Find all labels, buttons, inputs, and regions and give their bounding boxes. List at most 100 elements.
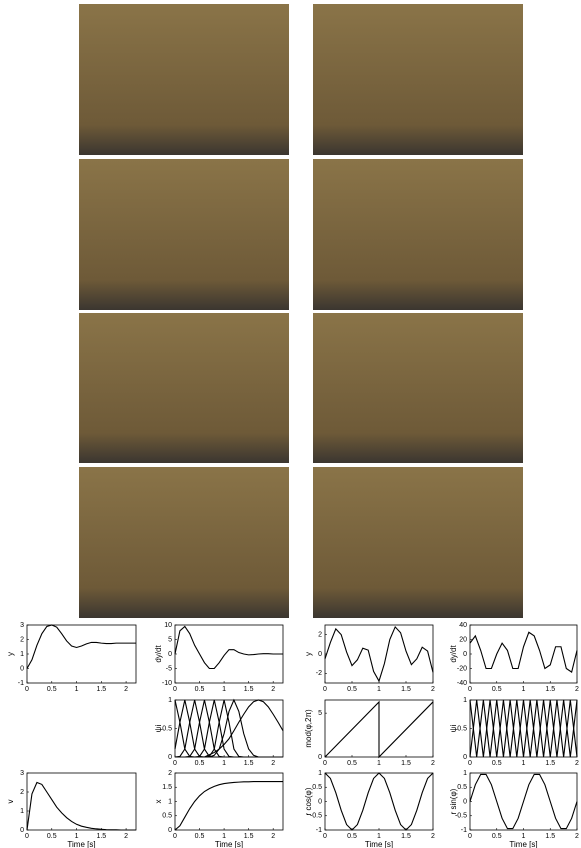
y-tick-label: 2 bbox=[20, 636, 24, 643]
y-axis-label: dy/dt bbox=[154, 645, 163, 663]
x-tick-label: 0 bbox=[173, 686, 177, 693]
x-tick-label: 0 bbox=[468, 833, 472, 840]
x-axis-label: Time [s] bbox=[215, 840, 243, 848]
x-tick-label: 0.5 bbox=[195, 686, 205, 693]
plot-frame bbox=[470, 625, 577, 683]
x-tick-label: 2 bbox=[575, 760, 579, 767]
x-tick-label: 1.5 bbox=[545, 760, 555, 767]
y-tick-label: -1 bbox=[18, 680, 24, 687]
x-tick-label: 2 bbox=[271, 833, 275, 840]
photo-grid bbox=[79, 4, 523, 618]
y-axis-label: y bbox=[304, 652, 313, 656]
x-tick-label: 0 bbox=[173, 833, 177, 840]
x-tick-label: 1 bbox=[222, 760, 226, 767]
x-axis-label: Time [s] bbox=[67, 840, 95, 848]
x-tick-label: 1 bbox=[75, 686, 79, 693]
x-tick-label: 1.5 bbox=[401, 760, 411, 767]
y-tick-label: -5 bbox=[166, 665, 172, 672]
plot-frame bbox=[325, 773, 433, 830]
curve bbox=[27, 625, 136, 669]
x-tick-label: 0.5 bbox=[195, 833, 205, 840]
y-tick-label: -20 bbox=[457, 665, 467, 672]
photo bbox=[79, 313, 289, 463]
x-tick-label: 1 bbox=[522, 760, 526, 767]
y-tick-label: 1 bbox=[168, 798, 172, 805]
x-tick-label: 0 bbox=[25, 833, 29, 840]
x-tick-label: 2 bbox=[271, 686, 275, 693]
x-tick-label: 2 bbox=[431, 686, 435, 693]
x-tick-label: 0.5 bbox=[347, 760, 357, 767]
x-tick-label: 0 bbox=[323, 686, 327, 693]
x-tick-label: 0.5 bbox=[492, 686, 502, 693]
x-tick-label: 1 bbox=[522, 833, 526, 840]
curve bbox=[470, 774, 577, 828]
curve bbox=[325, 773, 433, 830]
x-tick-label: 1.5 bbox=[545, 686, 555, 693]
x-tick-label: 1 bbox=[75, 833, 79, 840]
x-tick-label: 0.5 bbox=[347, 833, 357, 840]
y-tick-label: 1 bbox=[168, 697, 172, 704]
x-tick-label: 2 bbox=[431, 760, 435, 767]
y-tick-label: 1 bbox=[20, 808, 24, 815]
x-tick-label: 1 bbox=[377, 760, 381, 767]
y-tick-label: 1 bbox=[318, 770, 322, 777]
x-tick-label: 2 bbox=[124, 833, 128, 840]
curve bbox=[470, 632, 577, 672]
figure: 00.511.52-10123y00.511.52-10-50510dy/dt0… bbox=[0, 0, 581, 848]
x-tick-label: 2 bbox=[575, 833, 579, 840]
y-tick-label: -10 bbox=[162, 680, 172, 687]
y-tick-label: 0 bbox=[318, 754, 322, 761]
y-tick-label: 2 bbox=[318, 632, 322, 639]
y-tick-label: 1.5 bbox=[162, 784, 172, 791]
y-tick-label: 0 bbox=[20, 665, 24, 672]
photo bbox=[313, 4, 523, 155]
y-tick-label: 0.5 bbox=[162, 725, 172, 732]
photo bbox=[79, 4, 289, 155]
y-axis-label: v bbox=[6, 800, 15, 804]
y-tick-label: 0 bbox=[463, 754, 467, 761]
y-axis-label: r cos(φ) bbox=[304, 787, 313, 815]
y-axis-label: dy/dt bbox=[449, 645, 458, 663]
y-tick-label: 1 bbox=[20, 651, 24, 658]
x-tick-label: 0 bbox=[468, 686, 472, 693]
x-tick-label: 0 bbox=[468, 760, 472, 767]
y-axis-label: r sin(φ) bbox=[449, 788, 458, 814]
y-tick-label: 5 bbox=[168, 636, 172, 643]
y-tick-label: 0 bbox=[168, 827, 172, 834]
x-tick-label: 2 bbox=[575, 686, 579, 693]
photo bbox=[79, 159, 289, 310]
y-tick-label: 3 bbox=[20, 622, 24, 629]
y-tick-label: 1 bbox=[463, 697, 467, 704]
x-tick-label: 0.5 bbox=[492, 833, 502, 840]
y-axis-label: x bbox=[154, 800, 163, 804]
x-tick-label: 1 bbox=[377, 686, 381, 693]
x-tick-label: 1.5 bbox=[244, 760, 254, 767]
y-tick-label: 0 bbox=[168, 651, 172, 658]
x-tick-label: 0 bbox=[323, 760, 327, 767]
x-tick-label: 1.5 bbox=[244, 686, 254, 693]
x-tick-label: 2 bbox=[431, 833, 435, 840]
curve bbox=[27, 783, 136, 831]
y-tick-label: 2 bbox=[168, 770, 172, 777]
curve bbox=[470, 700, 577, 757]
x-tick-label: 0.5 bbox=[47, 833, 57, 840]
x-tick-label: 0 bbox=[25, 686, 29, 693]
x-tick-label: 0.5 bbox=[347, 686, 357, 693]
photo bbox=[79, 467, 289, 618]
x-tick-label: 1 bbox=[522, 686, 526, 693]
y-axis-label: mod(φ,2π) bbox=[304, 709, 313, 748]
x-tick-label: 1 bbox=[222, 686, 226, 693]
x-tick-label: 1.5 bbox=[401, 833, 411, 840]
plot-frame bbox=[27, 773, 136, 830]
y-tick-label: 0.5 bbox=[312, 784, 322, 791]
x-tick-label: 1 bbox=[222, 833, 226, 840]
y-tick-label: 0.5 bbox=[457, 725, 467, 732]
y-tick-label: 0.5 bbox=[162, 813, 172, 820]
curve bbox=[175, 626, 283, 668]
x-tick-label: 1.5 bbox=[244, 833, 254, 840]
plot-frame bbox=[470, 700, 577, 757]
y-tick-label: -1 bbox=[316, 827, 322, 834]
curve bbox=[325, 627, 433, 681]
y-axis-label: y bbox=[6, 652, 15, 656]
x-axis-label: Time [s] bbox=[365, 840, 393, 848]
